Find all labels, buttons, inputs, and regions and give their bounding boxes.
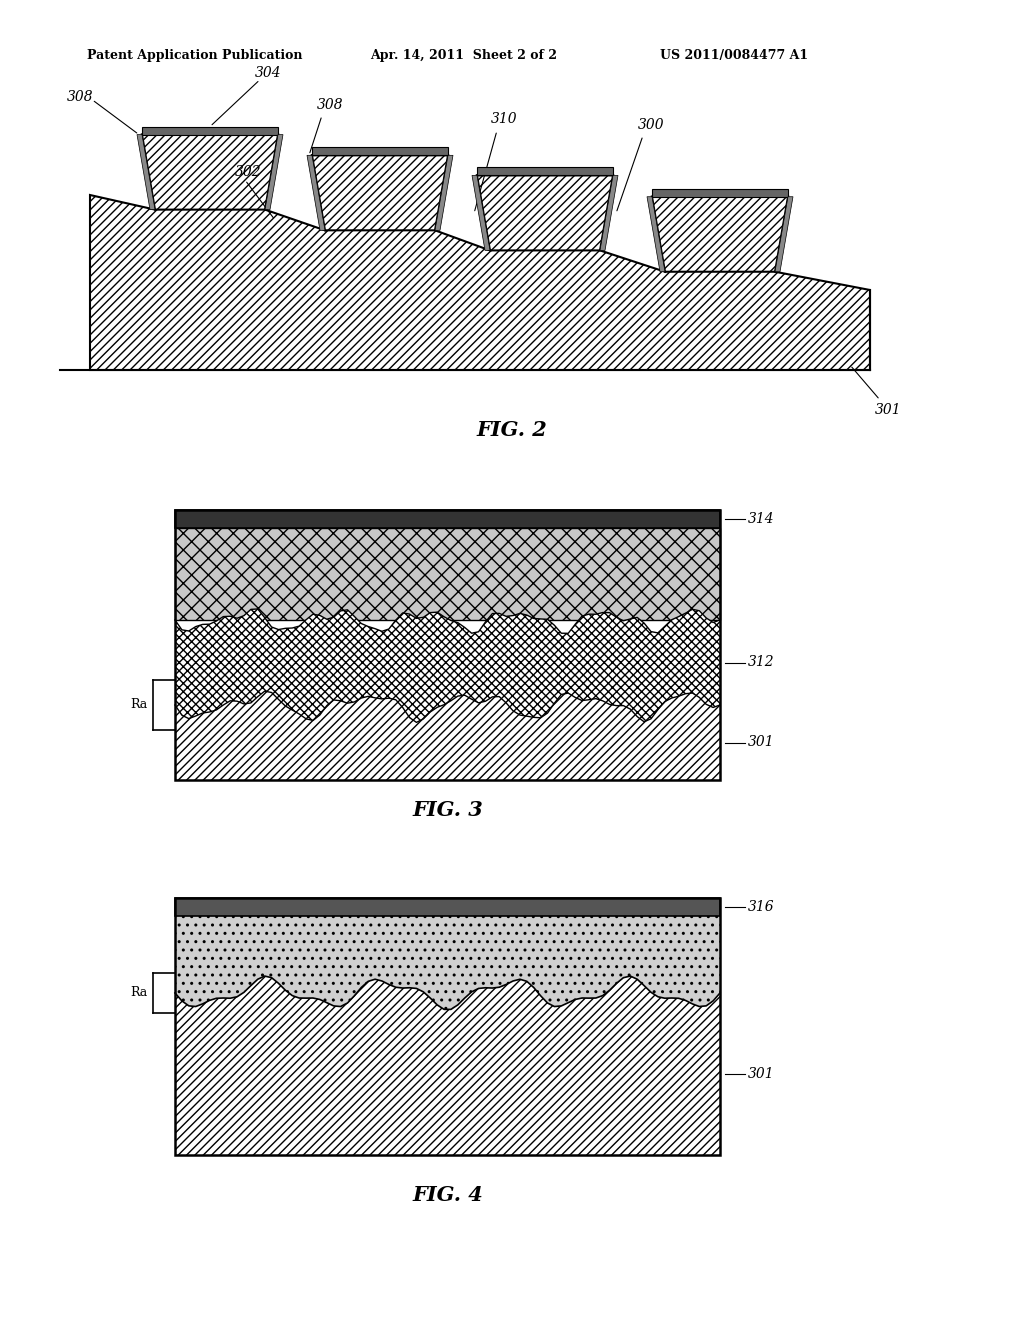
Text: 301: 301 xyxy=(748,1067,774,1081)
Polygon shape xyxy=(435,156,453,230)
Polygon shape xyxy=(652,197,788,272)
Text: 300: 300 xyxy=(638,119,665,132)
Text: Ra: Ra xyxy=(131,986,148,999)
Polygon shape xyxy=(175,975,720,1155)
Polygon shape xyxy=(175,609,720,722)
Polygon shape xyxy=(175,916,720,1010)
Polygon shape xyxy=(137,135,155,210)
Text: 316: 316 xyxy=(748,900,774,913)
Text: 301: 301 xyxy=(874,403,901,417)
Polygon shape xyxy=(312,156,449,230)
Text: 304: 304 xyxy=(255,66,282,79)
Text: 301: 301 xyxy=(748,735,774,750)
Polygon shape xyxy=(647,197,665,272)
Polygon shape xyxy=(175,528,720,620)
Polygon shape xyxy=(175,692,720,780)
Text: FIG. 4: FIG. 4 xyxy=(413,1185,483,1205)
Text: Ra: Ra xyxy=(131,698,148,711)
Polygon shape xyxy=(477,168,613,176)
Polygon shape xyxy=(142,127,278,135)
Polygon shape xyxy=(90,135,870,370)
Text: FIG. 3: FIG. 3 xyxy=(413,800,483,820)
Polygon shape xyxy=(472,176,490,251)
Polygon shape xyxy=(175,898,720,916)
Text: Apr. 14, 2011  Sheet 2 of 2: Apr. 14, 2011 Sheet 2 of 2 xyxy=(370,49,557,62)
Text: 302: 302 xyxy=(234,165,261,180)
Polygon shape xyxy=(175,510,720,528)
Polygon shape xyxy=(142,135,278,210)
Polygon shape xyxy=(477,176,613,251)
Text: 308: 308 xyxy=(67,90,93,103)
Polygon shape xyxy=(312,148,449,156)
Polygon shape xyxy=(265,135,283,210)
Text: FIG. 2: FIG. 2 xyxy=(476,420,548,440)
Polygon shape xyxy=(652,189,788,197)
Text: 308: 308 xyxy=(317,98,344,112)
Text: 310: 310 xyxy=(490,112,517,127)
Polygon shape xyxy=(600,176,618,251)
Text: US 2011/0084477 A1: US 2011/0084477 A1 xyxy=(660,49,808,62)
Text: Patent Application Publication: Patent Application Publication xyxy=(87,49,302,62)
Text: 314: 314 xyxy=(748,512,774,525)
Polygon shape xyxy=(775,197,793,272)
Polygon shape xyxy=(307,156,325,230)
Text: 312: 312 xyxy=(748,656,774,669)
